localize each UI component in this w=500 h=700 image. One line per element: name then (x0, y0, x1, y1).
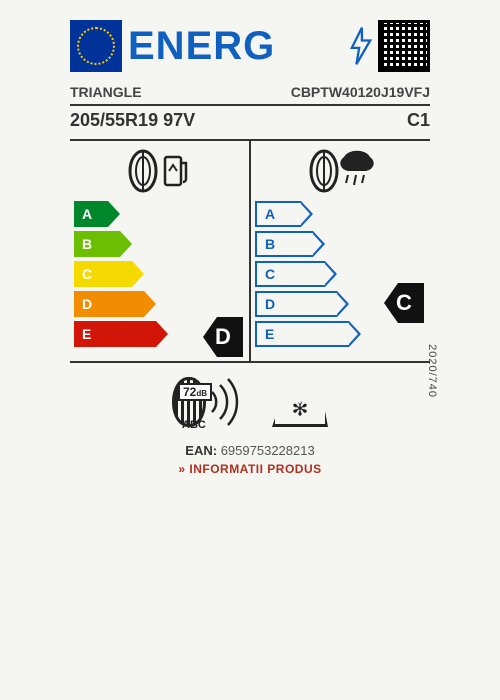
scale-row: A (255, 201, 426, 227)
snow-grip-icon (272, 377, 328, 427)
scale-bar-a: A (74, 201, 120, 227)
noise-class-label: ABC (182, 419, 206, 431)
noise-rating: 72dB ABC (172, 377, 248, 427)
scale-bar-d: D (255, 291, 337, 317)
scale-bar-e: E (74, 321, 168, 347)
scale-bar-c: C (74, 261, 144, 287)
lightning-icon (350, 26, 372, 66)
fuel-tyre-icon (74, 147, 245, 195)
noise-db-unit: dB (196, 389, 207, 398)
scale-bar-a: A (255, 201, 301, 227)
ean-value: 6959753228213 (221, 443, 315, 458)
noise-db-box: 72dB (178, 383, 212, 401)
scale-bar-d: D (74, 291, 156, 317)
product-info-text: INFORMATII PRODUS (189, 462, 321, 476)
scale-bar-c: C (255, 261, 325, 287)
scale-row: C (74, 261, 245, 287)
energy-label-title: ENERG (128, 26, 344, 66)
product-info-link[interactable]: INFORMATII PRODUS (70, 462, 430, 476)
size-row: 205/55R19 97V C1 (70, 108, 430, 137)
scale-bar-b: B (74, 231, 132, 257)
qr-code[interactable] (378, 20, 430, 72)
tyre-class: C1 (407, 110, 430, 131)
ean-label: EAN: (185, 443, 217, 458)
fuel-grade-value: D (215, 324, 231, 350)
eu-flag-icon (70, 20, 122, 72)
regulation-number: 2020/740 (426, 344, 438, 398)
tyre-size: 205/55R19 97V (70, 110, 195, 131)
scale-row: B (74, 231, 245, 257)
scale-row: E (255, 321, 426, 347)
fuel-efficiency-panel: ABCDE D (70, 141, 251, 361)
scale-bar-b: B (255, 231, 313, 257)
divider (70, 104, 430, 106)
rating-panels: ABCDE D ABCDE C (70, 139, 430, 363)
brand-model-row: TRIANGLE CBPTW40120J19VFJ (70, 80, 430, 102)
wet-scale: ABCDE (255, 201, 426, 347)
noise-db-value: 72 (183, 385, 196, 399)
bottom-icons: 72dB ABC 2020/740 (70, 363, 430, 433)
sound-waves-icon (208, 377, 248, 427)
ean-row: EAN: 6959753228213 (70, 443, 430, 458)
wet-grade-value: C (396, 290, 412, 316)
scale-bar-e: E (255, 321, 349, 347)
wet-tyre-icon (255, 147, 426, 195)
model: CBPTW40120J19VFJ (291, 84, 430, 100)
brand: TRIANGLE (70, 84, 142, 100)
header: ENERG (70, 20, 430, 72)
wet-grip-panel: ABCDE C (251, 141, 430, 361)
scale-row: A (74, 201, 245, 227)
scale-row: D (74, 291, 245, 317)
scale-row: B (255, 231, 426, 257)
